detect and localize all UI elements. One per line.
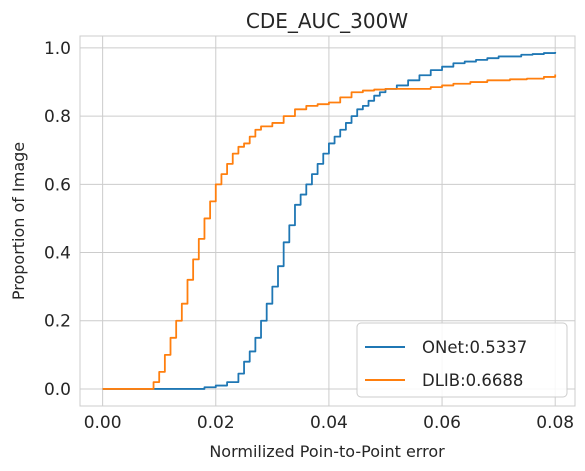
grid-lines [80,36,575,406]
series-lines [102,52,557,390]
legend: ONet:0.5337 DLIB:0.6688 [356,322,568,398]
series-line-onet [102,52,557,390]
y-tick-label: 0.4 [44,244,71,264]
x-tick-label: 0.04 [310,413,348,433]
plot-frame [79,35,576,407]
y-tick-label: 0.6 [44,175,71,195]
y-tick-label: 0.2 [44,312,71,332]
x-axis-label: Normilized Poin-to-Point error [209,442,445,461]
y-tick-label: 0.8 [44,107,71,127]
x-tick-label: 0.00 [84,413,122,433]
legend-label-dlib: DLIB:0.6688 [422,371,523,390]
y-axis-label: Proportion of Image [9,142,28,300]
legend-label-onet: ONet:0.5337 [422,338,527,357]
series-line-dlib [102,74,557,390]
y-tick-label: 0.0 [44,380,71,400]
x-tick-label: 0.02 [197,413,235,433]
chart-title: CDE_AUC_300W [246,9,408,33]
x-tick-label: 0.06 [423,413,461,433]
legend-box [356,322,568,398]
x-tick-label: 0.08 [536,413,574,433]
axes: 0.00 0.02 0.04 0.06 0.08 0.0 0.2 0.4 0.6 0.8 1.0 [44,35,576,433]
y-tick-label: 1.0 [44,39,71,59]
